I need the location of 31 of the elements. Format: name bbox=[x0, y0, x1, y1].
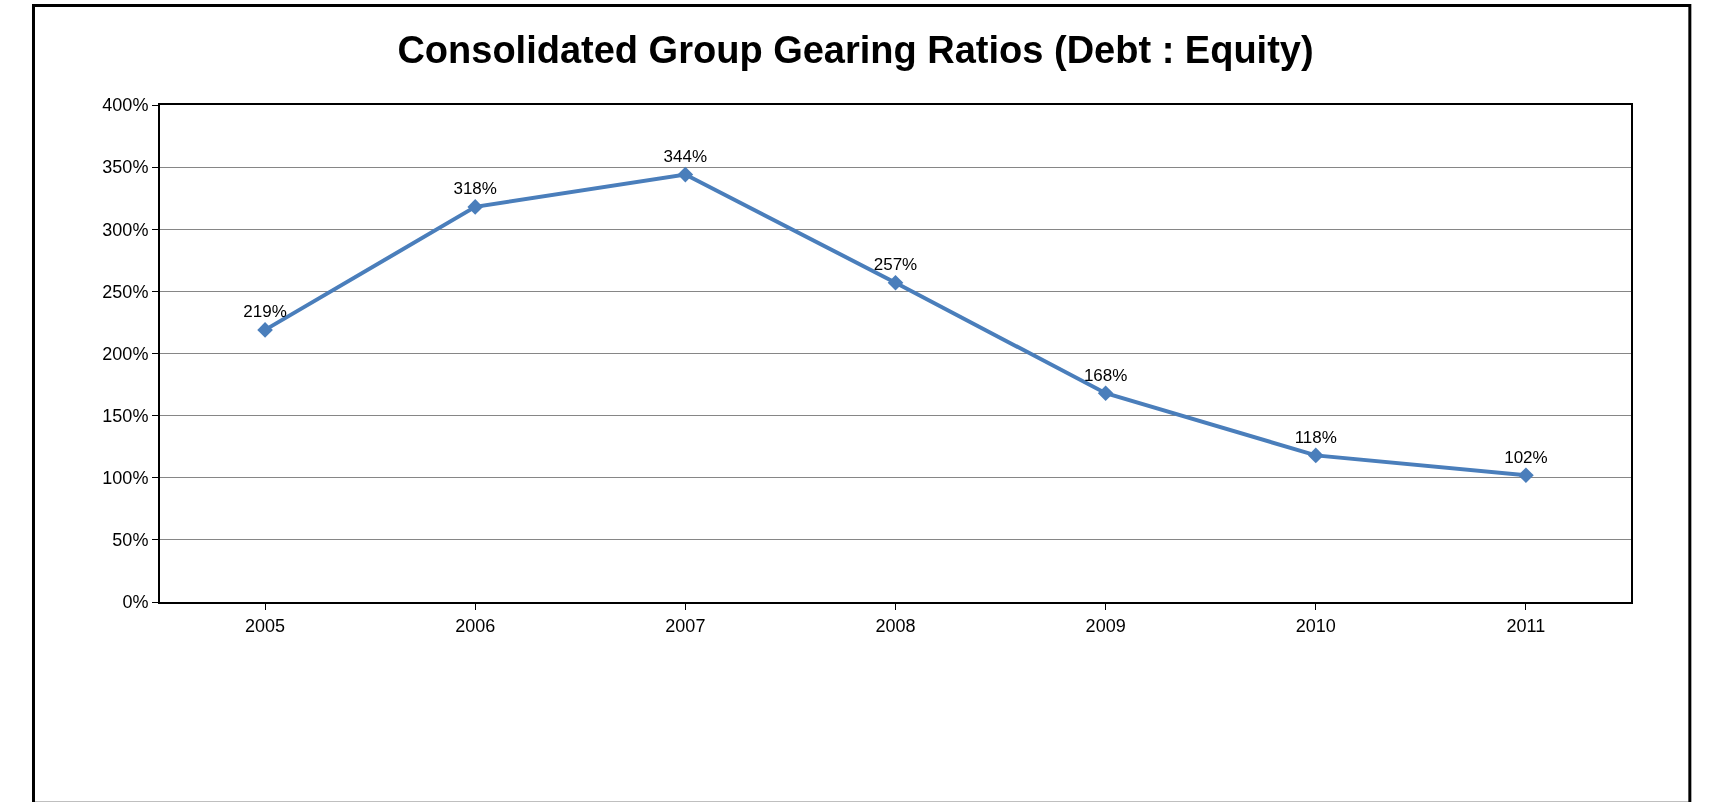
y-tick-label: 200% bbox=[102, 343, 149, 364]
y-tick-label: 150% bbox=[102, 405, 149, 426]
y-tick-label: 400% bbox=[102, 95, 149, 116]
point bbox=[1097, 385, 1114, 402]
data-label: 344% bbox=[663, 146, 708, 166]
y-tick-label: 50% bbox=[112, 530, 149, 551]
x-tick-label: 2007 bbox=[665, 615, 706, 636]
point bbox=[677, 166, 694, 183]
point bbox=[1307, 447, 1324, 464]
data-label: 102% bbox=[1504, 447, 1548, 467]
x-tick-label: 2010 bbox=[1295, 615, 1336, 636]
point bbox=[887, 274, 904, 291]
x-tick-label: 2005 bbox=[245, 615, 286, 636]
x-tick-label: 2009 bbox=[1085, 615, 1126, 636]
point bbox=[257, 322, 273, 338]
x-tick-label: 2008 bbox=[875, 615, 916, 636]
x-tick-label: 2006 bbox=[455, 615, 496, 636]
y-tick-label: 300% bbox=[102, 219, 149, 240]
data-label: 219% bbox=[243, 302, 287, 322]
y-tick-label: 250% bbox=[102, 281, 149, 302]
chart-title: Consolidated Group Gearing Ratios (Debt : Equity) bbox=[397, 28, 1314, 71]
point bbox=[1518, 467, 1534, 484]
x-tick-label: 2011 bbox=[1506, 615, 1546, 636]
point bbox=[467, 199, 484, 215]
data-label: 118% bbox=[1294, 427, 1337, 447]
data-label: 257% bbox=[873, 254, 918, 274]
y-tick-label: 0% bbox=[122, 592, 149, 613]
data-label: 168% bbox=[1083, 365, 1128, 385]
y-tick-label: 100% bbox=[102, 468, 149, 489]
data-label: 318% bbox=[453, 179, 497, 199]
y-tick-label: 350% bbox=[102, 157, 149, 178]
